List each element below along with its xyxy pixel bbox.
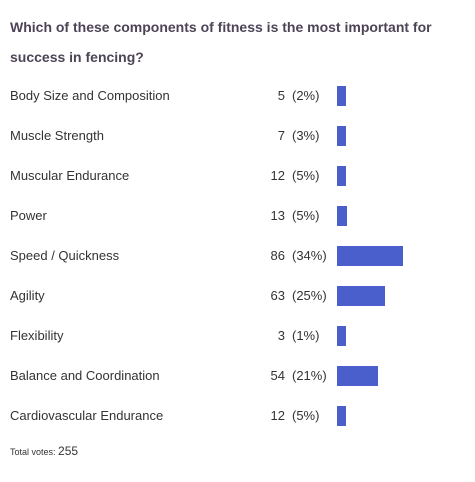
option-label: Cardiovascular Endurance: [10, 408, 164, 423]
poll-row: Speed / Quickness 86 (34%): [0, 245, 475, 267]
option-label: Muscular Endurance: [10, 168, 130, 183]
option-label: Muscle Strength: [10, 128, 104, 143]
poll-row: Flexibility 3 (1%): [0, 325, 475, 347]
vote-bar: [337, 286, 385, 306]
vote-count: 12: [270, 168, 285, 183]
vote-bar: [337, 126, 346, 146]
poll-row: Cardiovascular Endurance 12 (5%): [0, 405, 475, 427]
option-label: Speed / Quickness: [10, 248, 120, 263]
vote-bar: [337, 406, 346, 426]
vote-bar: [337, 206, 347, 226]
vote-count: 63: [270, 288, 285, 303]
vote-count: 54: [270, 368, 285, 383]
vote-count: 12: [270, 408, 285, 423]
vote-percent: (5%): [292, 408, 320, 423]
vote-count: 86: [270, 248, 285, 263]
poll-row: Muscle Strength 7 (3%): [0, 125, 475, 147]
vote-count: 3: [277, 328, 285, 343]
vote-count: 7: [277, 128, 285, 143]
poll-row: Body Size and Composition 5 (2%): [0, 85, 475, 107]
poll-row: Balance and Coordination 54 (21%): [0, 365, 475, 387]
option-label: Power: [10, 208, 47, 223]
vote-percent: (5%): [292, 168, 320, 183]
vote-bar: [337, 86, 346, 106]
vote-percent: (3%): [292, 128, 320, 143]
vote-percent: (5%): [292, 208, 320, 223]
vote-count: 13: [270, 208, 285, 223]
vote-percent: (2%): [292, 88, 320, 103]
vote-bar: [337, 246, 403, 266]
vote-bar: [337, 366, 378, 386]
option-label: Flexibility: [10, 328, 64, 343]
vote-percent: (34%): [292, 248, 327, 263]
vote-bar: [337, 326, 346, 346]
poll-row: Muscular Endurance 12 (5%): [0, 165, 475, 187]
vote-bar: [337, 166, 346, 186]
vote-percent: (21%): [292, 368, 327, 383]
total-votes: Total votes: 255: [10, 444, 78, 458]
option-label: Body Size and Composition: [10, 88, 170, 103]
total-votes-count: 255: [58, 444, 79, 458]
vote-percent: (25%): [292, 288, 327, 303]
poll-row: Agility 63 (25%): [0, 285, 475, 307]
option-label: Agility: [10, 288, 45, 303]
poll-question: Which of these components of fitness is …: [10, 19, 432, 65]
vote-percent: (1%): [292, 328, 320, 343]
total-votes-label: Total votes:: [10, 447, 56, 457]
option-label: Balance and Coordination: [10, 368, 160, 383]
poll-row: Power 13 (5%): [0, 205, 475, 227]
vote-count: 5: [277, 88, 285, 103]
